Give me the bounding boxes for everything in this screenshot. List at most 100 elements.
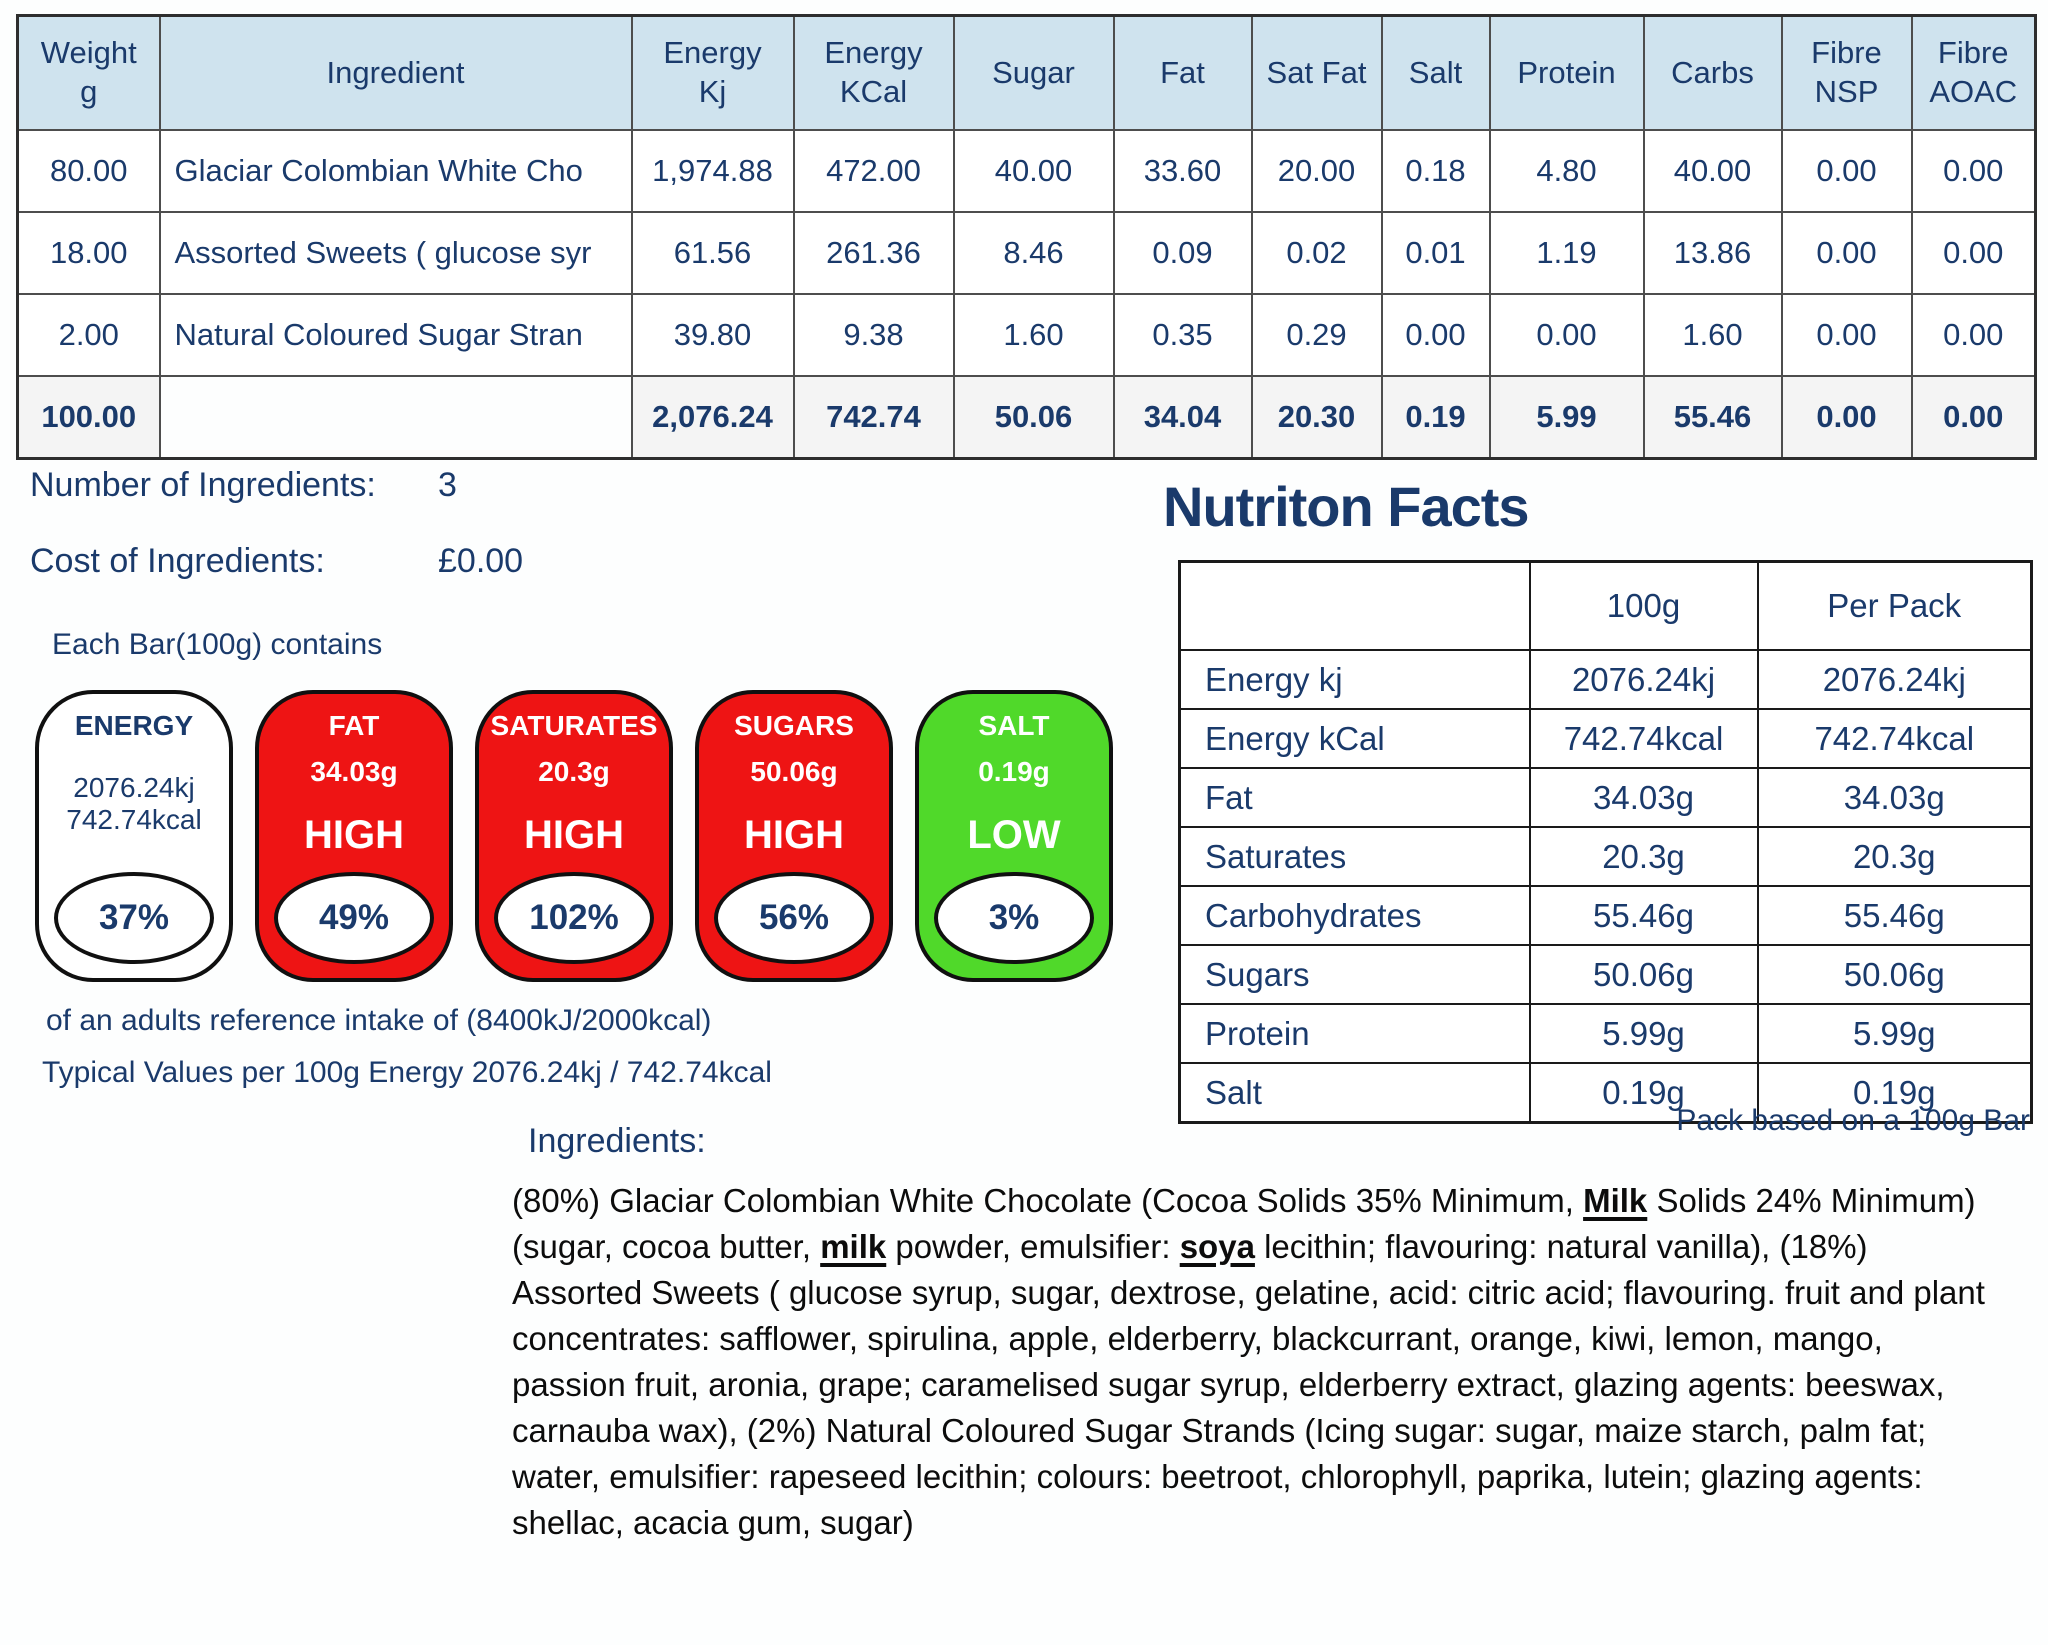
pill-percent-oval: 49%: [274, 872, 434, 964]
ingredients-text: (80%) Glaciar Colombian White Chocolate …: [512, 1182, 1584, 1219]
pill-level: LOW: [967, 813, 1061, 857]
value-cell: 0.19: [1380, 375, 1491, 460]
column-header-fat: Fat: [1112, 14, 1253, 131]
nf-perpack-cell: 34.03g: [1756, 767, 2033, 828]
ingredient-row: 2.00 Natural Coloured Sugar Stran 39.80 9.3…: [16, 293, 2037, 377]
value-cell: 1.60: [952, 293, 1115, 377]
weight-cell: 100.00: [16, 375, 161, 460]
weight-cell: 2.00: [16, 293, 161, 377]
value-cell: 39.80: [630, 293, 795, 377]
nf-100g-cell: 5.99g: [1528, 1003, 1759, 1064]
value-cell: 4.80: [1488, 129, 1645, 213]
ingredients-text: Solids 24% Minimum) (sugar, cocoa butter…: [512, 1182, 1976, 1265]
value-cell: 0.00: [1780, 293, 1913, 377]
nf-row: Saturates 20.3g 20.3g: [1178, 826, 2033, 887]
value-cell: 9.38: [792, 293, 955, 377]
column-header-weight-g: Weight g: [16, 14, 161, 131]
value-cell: 261.36: [792, 211, 955, 295]
nf-row: Fat 34.03g 34.03g: [1178, 767, 2033, 828]
weight-cell: 18.00: [16, 211, 161, 295]
nf-label-cell: Protein: [1178, 1003, 1531, 1064]
pack-note: Pack based on a 100g Bar: [1676, 1104, 2030, 1137]
nf-100g-cell: 55.46g: [1528, 885, 1759, 946]
value-cell: 742.74: [792, 375, 955, 460]
nf-label-cell: Salt: [1178, 1062, 1531, 1124]
nf-label-cell: Fat: [1178, 767, 1531, 828]
pill-value-line: 20.3g: [538, 756, 610, 787]
reference-intake-footnote: of an adults reference intake of (8400kJ…: [46, 1004, 712, 1037]
totals-row: 100.00 2,076.24 742.74 50.06 34.04 20.30 0.19 5…: [16, 375, 2037, 460]
nf-100g-cell: 34.03g: [1528, 767, 1759, 828]
pill-title: SALT: [978, 710, 1050, 741]
value-cell: 20.30: [1250, 375, 1383, 460]
nf-label-cell: Energy kCal: [1178, 708, 1531, 769]
traffic-light-pill-salt: SALT 0.19g LOW 3%: [915, 690, 1113, 982]
value-cell: 0.00: [1780, 375, 1913, 460]
column-header-salt: Salt: [1380, 14, 1491, 131]
value-cell: 0.00: [1780, 211, 1913, 295]
number-of-ingredients-label: Number of Ingredients:: [30, 466, 376, 504]
nf-perpack-cell: 55.46g: [1756, 885, 2033, 946]
nf-column-header: 100g: [1528, 560, 1759, 651]
value-cell: 0.00: [1488, 293, 1645, 377]
pill-value-line: 0.19g: [978, 756, 1050, 787]
pill-values: 20.3g: [538, 756, 610, 788]
nf-row: Sugars 50.06g 50.06g: [1178, 944, 2033, 1005]
value-cell: 5.99: [1488, 375, 1645, 460]
value-cell: 0.02: [1250, 211, 1383, 295]
value-cell: 13.86: [1642, 211, 1783, 295]
pill-percent-oval: 56%: [714, 872, 874, 964]
ingredient-table-header-row: Weight g Ingredient Energy Kj Energy KCal Su…: [16, 14, 2037, 131]
value-cell: 0.09: [1112, 211, 1253, 295]
nf-100g-cell: 2076.24kj: [1528, 649, 1759, 710]
pill-title: ENERGY: [74, 710, 194, 741]
value-cell: 2,076.24: [630, 375, 795, 460]
nutrition-facts-title: Nutriton Facts: [1163, 475, 1530, 538]
nf-label-cell: Saturates: [1178, 826, 1531, 887]
pill-values: 34.03g: [310, 756, 397, 788]
value-cell: 0.00: [1910, 211, 2037, 295]
value-cell: 8.46: [952, 211, 1115, 295]
number-of-ingredients-line: Number of Ingredients: 3: [30, 466, 457, 505]
column-header-fibre-nsp: Fibre NSP: [1780, 14, 1913, 131]
pill-value-line: 34.03g: [310, 756, 398, 787]
nf-row: Salt 0.19g 0.19g: [1178, 1062, 2033, 1124]
traffic-light-heading: Each Bar(100g) contains: [52, 628, 383, 661]
traffic-light-pill-sugars: SUGARS 50.06g HIGH 56%: [695, 690, 893, 982]
value-cell: 0.29: [1250, 293, 1383, 377]
value-cell: 40.00: [1642, 129, 1783, 213]
column-header-sugar: Sugar: [952, 14, 1115, 131]
value-cell: 55.46: [1642, 375, 1783, 460]
pill-percent-oval: 102%: [494, 872, 654, 964]
pill-value-line: 742.74kcal: [66, 804, 202, 836]
column-header-fibre-aoac: Fibre AOAC: [1910, 14, 2037, 131]
value-cell: 0.00: [1910, 375, 2037, 460]
pill-level: HIGH: [524, 813, 624, 857]
pill-value-line: 2076.24kj: [73, 772, 195, 803]
allergen-text: soya: [1179, 1228, 1255, 1265]
ingredients-declaration: (80%) Glaciar Colombian White Chocolate …: [512, 1178, 1990, 1546]
column-header-energy-kcal: Energy KCal: [792, 14, 955, 131]
nf-perpack-cell: 5.99g: [1756, 1003, 2033, 1064]
pill-percent-oval: 37%: [54, 872, 214, 964]
value-cell: 0.00: [1910, 293, 2037, 377]
value-cell: 0.01: [1380, 211, 1491, 295]
column-header-ingredient: Ingredient: [158, 14, 633, 131]
allergen-text: milk: [820, 1228, 887, 1265]
ingredient-row: 80.00 Glaciar Colombian White Cho 1,974.88…: [16, 129, 2037, 213]
cost-of-ingredients-label: Cost of Ingredients:: [30, 542, 325, 580]
ingredient-name-cell: Glaciar Colombian White Cho: [158, 129, 633, 213]
nf-100g-cell: 742.74kcal: [1528, 708, 1759, 769]
cost-of-ingredients-value: £0.00: [438, 542, 524, 580]
value-cell: 0.35: [1112, 293, 1253, 377]
value-cell: 50.06: [952, 375, 1115, 460]
pill-values: 50.06g: [750, 756, 837, 788]
nf-label-cell: Sugars: [1178, 944, 1531, 1005]
nf-perpack-cell: 0.19g: [1756, 1062, 2033, 1124]
nf-blank-header: [1178, 560, 1531, 651]
nf-row: Energy kj 2076.24kj 2076.24kj: [1178, 649, 2033, 710]
nf-100g-cell: 0.19g: [1528, 1062, 1759, 1124]
nutrition-facts-table: 100g Per Pack Energy kj 2076.24kj 2076.24kj…: [1178, 560, 2033, 1124]
pill-title: FAT: [328, 710, 380, 741]
